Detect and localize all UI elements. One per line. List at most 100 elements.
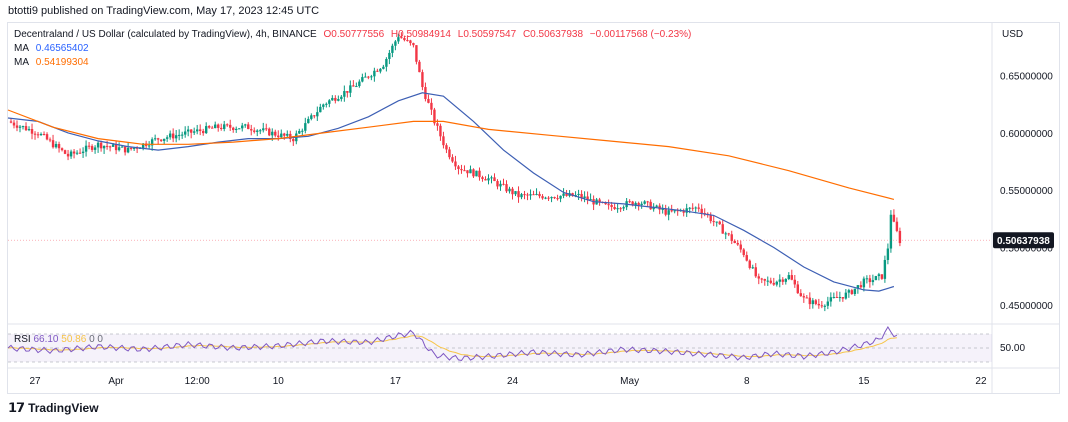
y-tick-label: 0.45000000 <box>1000 301 1053 312</box>
candle-body <box>493 177 496 182</box>
candle-body <box>520 194 523 198</box>
x-tick-label: 27 <box>29 376 41 387</box>
candle-body <box>460 169 463 171</box>
candle-body <box>153 138 157 140</box>
candle-body <box>226 124 229 126</box>
candle-body <box>745 255 748 261</box>
rsi-value: 66.10 <box>33 334 59 345</box>
candle-body <box>799 293 803 297</box>
candle-body <box>610 205 613 208</box>
candle-body <box>733 240 736 243</box>
candle-body <box>487 178 490 181</box>
candle-body <box>889 214 893 249</box>
candle-body <box>147 145 151 147</box>
currency-label: USD <box>1002 29 1023 40</box>
candle-body <box>880 274 884 279</box>
candle-body <box>868 278 872 283</box>
ma-long-label: MA <box>14 57 29 68</box>
candle-body <box>430 102 433 110</box>
ma-short-line <box>7 92 895 292</box>
candle-body <box>388 52 391 59</box>
candle-body <box>463 170 466 172</box>
rsi-ma-line <box>7 335 897 358</box>
candle-body <box>33 133 37 135</box>
open-value: O0.50777556 <box>323 29 385 40</box>
candle-body <box>481 177 484 180</box>
candle-body <box>847 290 851 293</box>
x-tick-label: 12:00 <box>185 376 210 387</box>
candle-body <box>265 128 268 130</box>
candle-body <box>523 194 526 196</box>
candle-body <box>93 147 97 150</box>
candle-body <box>469 169 472 174</box>
candle-body <box>48 139 52 141</box>
candle-body <box>259 130 262 132</box>
candle-body <box>577 193 580 195</box>
candle-body <box>126 147 130 153</box>
candle-body <box>808 297 812 305</box>
candle-body <box>835 296 839 298</box>
candle-body <box>63 150 67 154</box>
candle-body <box>421 72 424 88</box>
candle-body <box>168 133 172 138</box>
close-value: C0.50637938 <box>522 29 584 40</box>
candle-body <box>183 131 187 135</box>
footer-brand[interactable]: 𝟭𝟳 TradingView <box>8 400 99 416</box>
candle-body <box>241 125 244 129</box>
candle-body <box>358 81 361 87</box>
candle-body <box>30 129 34 134</box>
candle-body <box>165 137 169 139</box>
candle-body <box>304 123 307 131</box>
candle-body <box>829 297 833 302</box>
candle-body <box>132 147 136 149</box>
candle-body <box>661 209 664 211</box>
low-value: L0.50597547 <box>457 29 517 40</box>
candle-body <box>685 208 688 213</box>
candle-body <box>874 276 878 281</box>
candle-body <box>709 215 712 222</box>
candle-body <box>721 224 724 234</box>
candle-body <box>439 125 442 137</box>
candle-body <box>211 127 214 129</box>
candle-body <box>156 138 160 140</box>
candle-body <box>751 267 754 269</box>
rsi-layer <box>7 326 990 363</box>
candle-body <box>547 197 550 199</box>
candle-body <box>841 297 845 299</box>
symbol-description: Decentraland / US Dollar (calculated by … <box>14 29 317 40</box>
candle-body <box>322 104 325 107</box>
candle-body <box>244 124 247 126</box>
candle-body <box>186 129 190 132</box>
candle-body <box>310 115 313 119</box>
candle-body <box>159 139 163 141</box>
candle-body <box>541 196 544 199</box>
x-tick-label: Apr <box>108 376 124 387</box>
candle-body <box>532 194 535 196</box>
candle-body <box>613 207 616 210</box>
candle-body <box>514 191 517 195</box>
candle-body <box>102 145 106 149</box>
candle-body <box>406 40 409 42</box>
candle-body <box>180 134 184 136</box>
candle-body <box>328 100 331 104</box>
rsi-level-label: 50.00 <box>1000 343 1025 354</box>
candle-body <box>670 210 673 212</box>
candle-body <box>298 130 301 134</box>
candle-body <box>589 199 592 201</box>
candle-body <box>682 210 685 213</box>
candle-body <box>105 145 109 147</box>
brand-name: TradingView <box>28 401 99 415</box>
candle-body <box>778 279 781 282</box>
rsi-label: RSI <box>14 334 31 345</box>
candle-body <box>418 61 421 73</box>
candle-body <box>586 196 589 201</box>
candle-body <box>198 129 202 131</box>
candle-body <box>66 153 70 157</box>
candle-body <box>403 38 406 41</box>
candle-body <box>90 146 94 150</box>
candle-body <box>334 97 337 101</box>
candle-body <box>18 126 22 128</box>
candle-body <box>724 233 727 235</box>
candle-body <box>544 197 547 199</box>
